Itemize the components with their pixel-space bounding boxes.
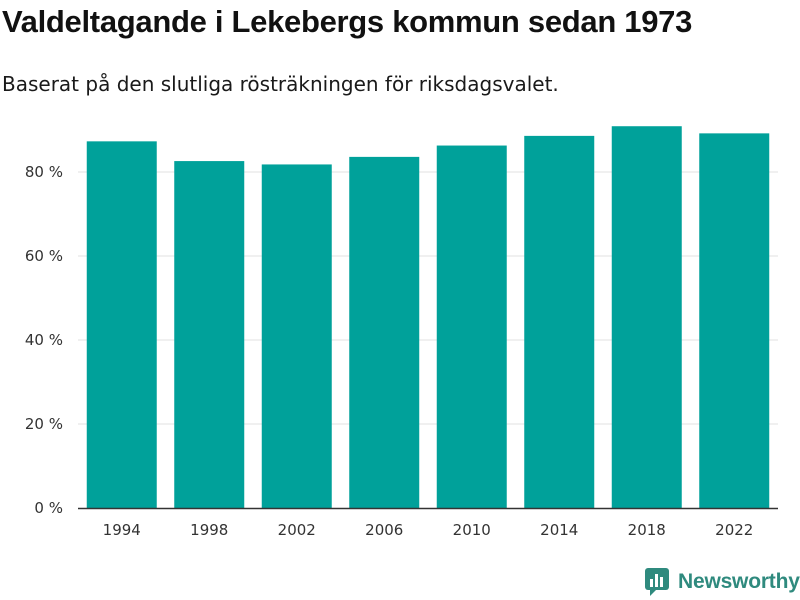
y-tick-label: 0 % [34,499,63,517]
bar-2014 [524,135,595,508]
chart-subtitle: Baserat på den slutliga rösträkningen fö… [2,72,559,96]
bar-2006 [349,156,420,508]
x-tick-label: 2006 [365,521,403,539]
chart-title: Valdeltagande i Lekebergs kommun sedan 1… [2,4,693,39]
y-axis-tick-labels: 0 % 20 % 40 % 60 % 80 % [25,163,63,517]
bar-1994 [86,141,157,508]
bars [86,126,770,509]
bar-2002 [261,164,332,508]
y-tick-label: 20 % [25,415,63,433]
bar-1998 [174,161,245,508]
bar-2010 [436,145,507,509]
x-tick-label: 2022 [715,521,753,539]
x-axis-tick-labels: 1994 1998 2002 2006 2010 2014 2018 2022 [103,521,754,539]
brand-name: Newsworthy [678,570,800,593]
x-tick-label: 1994 [103,521,141,539]
x-tick-label: 2018 [628,521,666,539]
y-tick-label: 40 % [25,331,63,349]
brand-logo: Newsworthy [644,567,800,597]
bar-2018 [611,126,682,508]
x-tick-label: 2010 [453,521,491,539]
y-tick-label: 80 % [25,163,63,181]
x-tick-label: 2002 [278,521,316,539]
y-tick-label: 60 % [25,247,63,265]
newsworthy-logo-icon [645,568,669,596]
bar-2022 [699,133,770,509]
x-tick-label: 1998 [190,521,228,539]
x-tick-label: 2014 [540,521,578,539]
